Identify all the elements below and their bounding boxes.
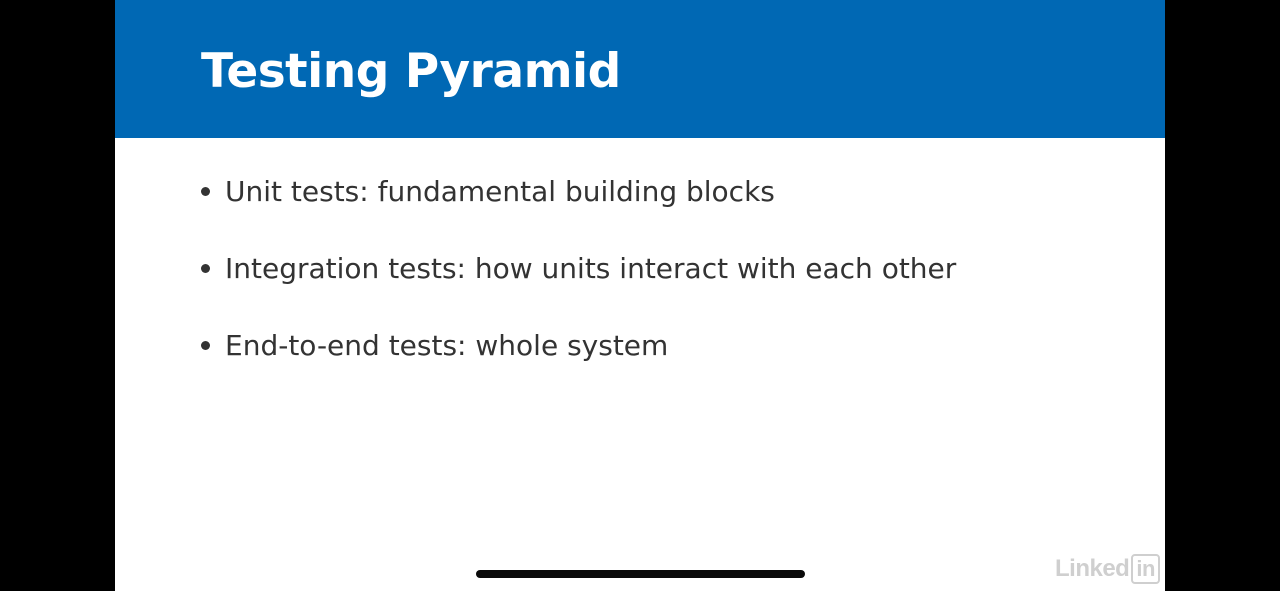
linkedin-watermark: Linked in	[1055, 554, 1160, 584]
list-item: Unit tests: fundamental building blocks	[201, 168, 956, 214]
list-item: Integration tests: how units interact wi…	[201, 245, 956, 291]
bullet-list: Unit tests: fundamental building blocks …	[201, 168, 956, 399]
list-item: End-to-end tests: whole system	[201, 322, 956, 368]
bullet-icon	[201, 186, 210, 196]
bullet-icon	[201, 340, 210, 350]
slide-header: Testing Pyramid	[115, 0, 1165, 138]
presentation-slide: Testing Pyramid Unit tests: fundamental …	[115, 0, 1165, 591]
linkedin-logo-icon: in	[1131, 554, 1160, 584]
slide-title: Testing Pyramid	[201, 44, 621, 99]
bullet-text: End-to-end tests: whole system	[225, 328, 669, 362]
home-indicator-bar[interactable]	[476, 570, 805, 578]
watermark-brand-prefix: Linked	[1055, 555, 1130, 582]
bullet-text: Unit tests: fundamental building blocks	[225, 174, 775, 208]
bullet-text: Integration tests: how units interact wi…	[225, 251, 957, 285]
bullet-icon	[201, 263, 210, 273]
